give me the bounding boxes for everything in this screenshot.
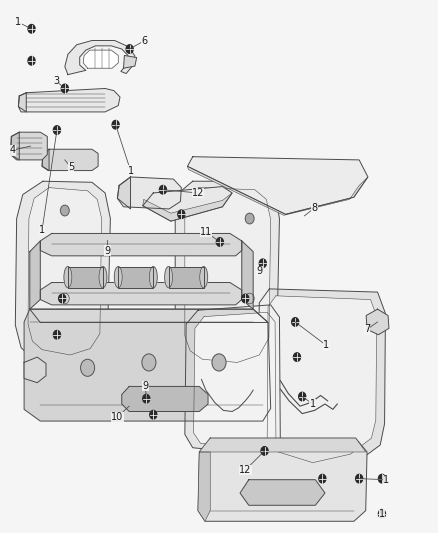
- Polygon shape: [40, 282, 242, 305]
- Polygon shape: [240, 480, 325, 505]
- Polygon shape: [83, 50, 118, 68]
- Circle shape: [212, 354, 226, 371]
- Circle shape: [216, 238, 223, 246]
- Polygon shape: [18, 88, 120, 112]
- Circle shape: [126, 45, 133, 53]
- Text: 5: 5: [68, 163, 74, 172]
- Polygon shape: [258, 289, 385, 474]
- Circle shape: [259, 259, 266, 268]
- Polygon shape: [11, 132, 19, 160]
- Text: 1: 1: [15, 18, 21, 27]
- Text: 1: 1: [383, 475, 389, 484]
- Polygon shape: [42, 149, 98, 171]
- Text: 1: 1: [127, 166, 134, 175]
- Polygon shape: [366, 309, 389, 335]
- Circle shape: [319, 474, 326, 483]
- Text: 10: 10: [111, 412, 124, 422]
- Circle shape: [159, 185, 166, 194]
- Polygon shape: [198, 452, 210, 521]
- Polygon shape: [42, 149, 49, 171]
- Text: 1: 1: [323, 341, 329, 350]
- Circle shape: [142, 354, 156, 371]
- Polygon shape: [267, 296, 377, 463]
- Circle shape: [59, 294, 66, 303]
- Circle shape: [356, 474, 363, 483]
- Circle shape: [53, 126, 60, 134]
- Text: 1: 1: [39, 225, 45, 235]
- Circle shape: [112, 120, 119, 129]
- Circle shape: [378, 474, 385, 483]
- Polygon shape: [169, 266, 204, 288]
- Circle shape: [245, 213, 254, 224]
- Text: 12: 12: [192, 188, 204, 198]
- Text: 4: 4: [9, 146, 15, 155]
- Polygon shape: [40, 233, 242, 256]
- Polygon shape: [187, 166, 368, 215]
- Text: 11: 11: [200, 227, 212, 237]
- Text: 9: 9: [256, 266, 262, 276]
- Polygon shape: [185, 188, 271, 362]
- Text: 1: 1: [310, 399, 316, 409]
- Circle shape: [81, 359, 95, 376]
- Circle shape: [261, 447, 268, 455]
- Polygon shape: [143, 187, 232, 221]
- Circle shape: [245, 293, 254, 304]
- Ellipse shape: [200, 266, 208, 288]
- Polygon shape: [117, 177, 181, 209]
- Polygon shape: [175, 181, 279, 373]
- Ellipse shape: [165, 266, 173, 288]
- Polygon shape: [124, 55, 137, 68]
- Polygon shape: [30, 309, 268, 322]
- Ellipse shape: [64, 266, 72, 288]
- Circle shape: [299, 392, 306, 401]
- Ellipse shape: [114, 266, 122, 288]
- Polygon shape: [187, 157, 368, 214]
- Circle shape: [28, 56, 35, 65]
- Polygon shape: [30, 241, 40, 309]
- Ellipse shape: [99, 266, 107, 288]
- Polygon shape: [122, 386, 208, 411]
- Circle shape: [60, 205, 69, 216]
- Text: 7: 7: [364, 325, 370, 334]
- Circle shape: [53, 330, 60, 339]
- Text: 12: 12: [239, 465, 251, 475]
- Polygon shape: [68, 266, 103, 288]
- Polygon shape: [24, 309, 271, 421]
- Polygon shape: [143, 193, 232, 221]
- Polygon shape: [199, 438, 366, 452]
- Text: 6: 6: [141, 36, 148, 45]
- Polygon shape: [118, 266, 153, 288]
- Polygon shape: [185, 305, 280, 456]
- Circle shape: [242, 294, 249, 303]
- Text: 9: 9: [142, 381, 148, 391]
- Polygon shape: [28, 188, 102, 355]
- Polygon shape: [117, 177, 131, 209]
- Text: 1: 1: [379, 509, 385, 519]
- Polygon shape: [15, 181, 110, 368]
- Circle shape: [60, 293, 69, 304]
- Text: 9: 9: [104, 246, 110, 255]
- Circle shape: [178, 210, 185, 219]
- Circle shape: [378, 510, 385, 518]
- Text: 3: 3: [53, 76, 59, 86]
- Polygon shape: [242, 241, 253, 309]
- Circle shape: [28, 25, 35, 33]
- Text: 8: 8: [311, 203, 318, 213]
- Circle shape: [293, 353, 300, 361]
- Polygon shape: [18, 93, 26, 112]
- Polygon shape: [24, 357, 46, 383]
- Polygon shape: [65, 41, 135, 75]
- Polygon shape: [11, 132, 47, 160]
- Circle shape: [143, 394, 150, 403]
- Circle shape: [150, 410, 157, 419]
- Circle shape: [292, 318, 299, 326]
- Circle shape: [61, 84, 68, 93]
- Polygon shape: [194, 312, 276, 449]
- Polygon shape: [198, 438, 367, 521]
- Ellipse shape: [149, 266, 157, 288]
